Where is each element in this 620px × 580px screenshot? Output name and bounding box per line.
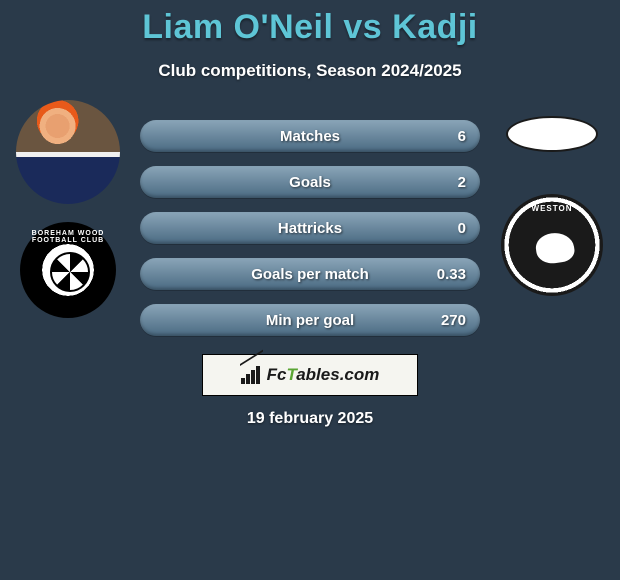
stat-bar: Goals per match 0.33	[140, 258, 480, 290]
stat-label: Min per goal	[140, 312, 480, 329]
stat-value: 2	[458, 174, 466, 191]
right-column	[492, 100, 612, 296]
stat-value: 6	[458, 128, 466, 145]
stat-value: 0	[458, 220, 466, 237]
player-photo-left	[16, 100, 120, 204]
left-column	[8, 100, 128, 318]
page-subtitle: Club competitions, Season 2024/2025	[0, 61, 620, 81]
stat-bar: Matches 6	[140, 120, 480, 152]
stat-bar: Goals 2	[140, 166, 480, 198]
date-label: 19 february 2025	[0, 410, 620, 428]
brand-chart-icon	[241, 366, 263, 384]
brand-text: FcTables.com	[267, 365, 380, 385]
stat-value: 270	[441, 312, 466, 329]
page-title: Liam O'Neil vs Kadji	[0, 0, 620, 47]
stat-bar: Min per goal 270	[140, 304, 480, 336]
brand-box[interactable]: FcTables.com	[202, 354, 418, 396]
club-logo-right	[501, 194, 603, 296]
stat-label: Goals per match	[140, 266, 480, 283]
player-photo-right	[506, 116, 598, 152]
brand-highlight: T	[286, 365, 296, 384]
stat-label: Goals	[140, 174, 480, 191]
stat-bar: Hattricks 0	[140, 212, 480, 244]
stat-value: 0.33	[437, 266, 466, 283]
brand-prefix: Fc	[267, 365, 287, 384]
brand-suffix: ables.com	[296, 365, 379, 384]
club-logo-left	[20, 222, 116, 318]
stat-label: Hattricks	[140, 220, 480, 237]
stat-label: Matches	[140, 128, 480, 145]
stats-bars: Matches 6 Goals 2 Hattricks 0 Goals per …	[140, 120, 480, 336]
